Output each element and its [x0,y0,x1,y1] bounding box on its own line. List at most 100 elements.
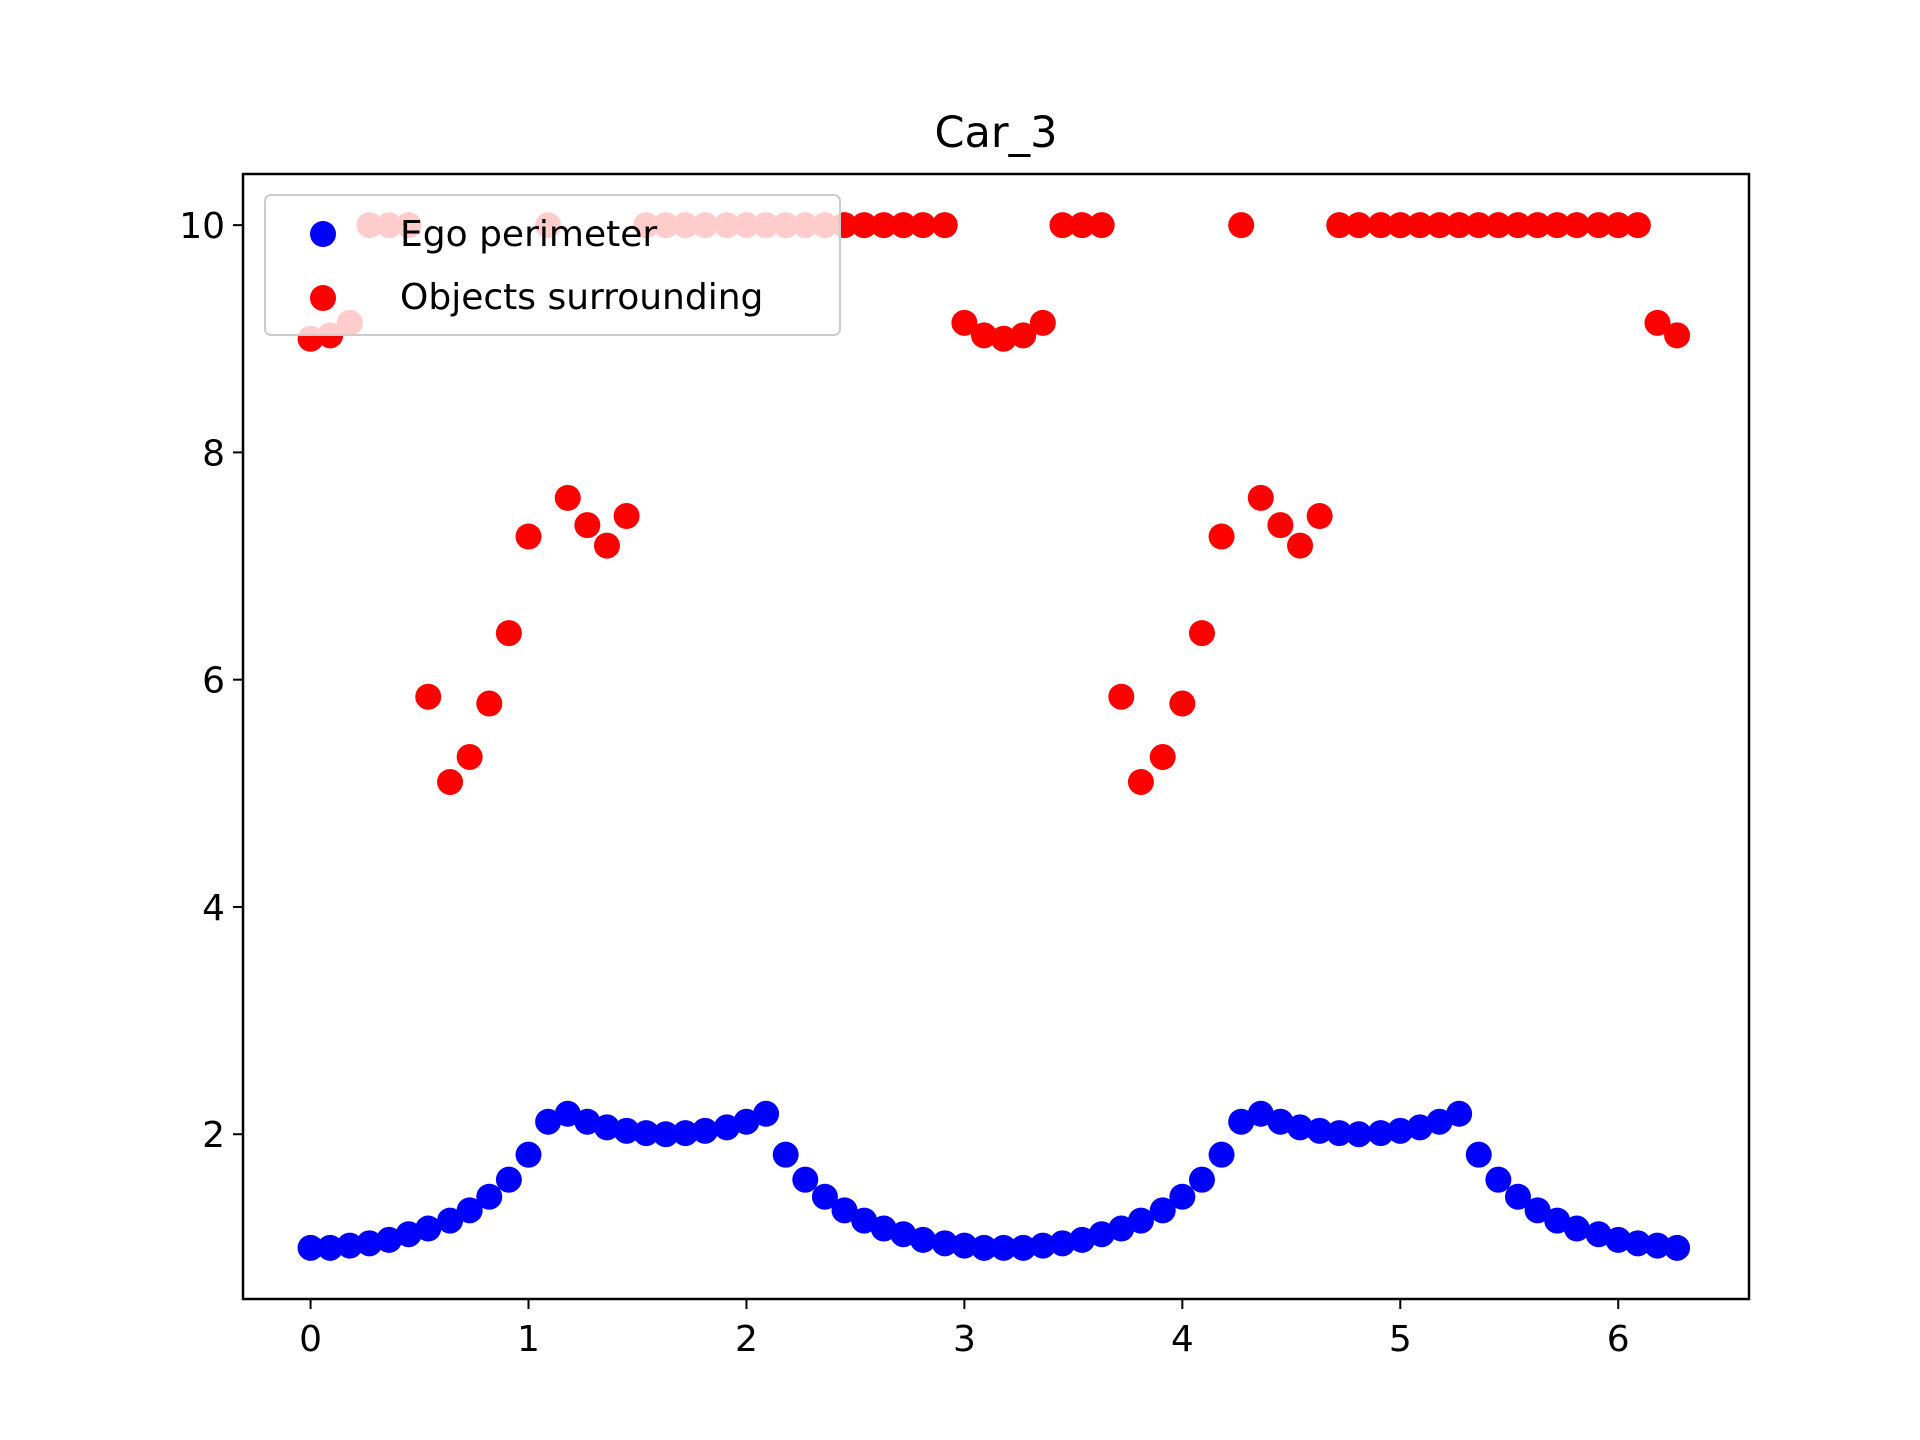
x-tick-label: 5 [1389,1319,1412,1360]
objects-surrounding-point [574,512,601,539]
ego-perimeter-point [792,1166,819,1193]
ego-perimeter-point [1108,1215,1135,1242]
objects-surrounding-point [1387,212,1414,239]
objects-surrounding-point [1367,212,1394,239]
series-ego-perimeter [297,1100,1691,1261]
x-tick-label: 3 [953,1319,976,1360]
legend-label-ego-perimeter: Ego perimeter [400,214,657,255]
ego-perimeter-point [297,1234,324,1261]
ego-perimeter-point [1326,1120,1353,1147]
ego-perimeter-point [1605,1226,1632,1253]
objects-surrounding-point [515,523,542,550]
ego-perimeter-point [1247,1100,1274,1127]
ego-perimeter-point [1563,1215,1590,1242]
objects-surrounding-point [1247,484,1274,511]
ego-perimeter-point [456,1197,483,1224]
legend: Ego perimeter Objects surrounding [264,194,841,336]
ego-perimeter-point [990,1234,1017,1261]
ego-perimeter-point [1010,1234,1037,1261]
ego-perimeter-point [356,1230,383,1257]
ego-perimeter-point [1208,1141,1235,1168]
ego-perimeter-point [890,1221,917,1248]
objects-surrounding-point [951,309,978,336]
objects-surrounding-point [1208,523,1235,550]
objects-surrounding-point [554,484,581,511]
ego-perimeter-point [1149,1197,1176,1224]
ego-perimeter-point [1504,1183,1531,1210]
objects-surrounding-point [1485,212,1512,239]
ego-perimeter-point [495,1166,522,1193]
ego-perimeter-point [1287,1114,1314,1141]
ego-perimeter-point [317,1234,344,1261]
objects-surrounding-point [1088,212,1115,239]
ego-perimeter-point [1544,1207,1571,1234]
ego-perimeter-point [415,1215,442,1242]
ego-perimeter-point [1169,1183,1196,1210]
y-tick-label: 4 [202,888,225,929]
ego-perimeter-point [613,1117,640,1144]
ego-perimeter-point [1049,1230,1076,1257]
objects-surrounding-point [890,212,917,239]
objects-surrounding-point [1524,212,1551,239]
ego-perimeter-point [554,1100,581,1127]
objects-surrounding-point [1605,212,1632,239]
ego-perimeter-point [672,1120,699,1147]
objects-surrounding-point [1544,212,1571,239]
objects-surrounding-point [1267,512,1294,539]
ego-perimeter-point [1485,1166,1512,1193]
objects-surrounding-point [495,620,522,647]
objects-surrounding-point [1029,309,1056,336]
ego-perimeter-point [851,1207,878,1234]
axis-ticks: 0 1 2 3 4 5 6 2 4 6 8 10 [179,206,1629,1360]
ego-perimeter-point [1127,1207,1154,1234]
objects-surrounding-point [1664,322,1691,349]
objects-surrounding-point [1624,212,1651,239]
objects-surrounding-point [1188,620,1215,647]
ego-perimeter-point [733,1108,760,1135]
objects-surrounding-point [593,532,620,559]
objects-surrounding-point [971,322,998,349]
objects-surrounding-point [1306,503,1333,530]
ego-perimeter-point [931,1230,958,1257]
ego-perimeter-point [951,1232,978,1259]
ego-perimeter-point [1664,1234,1691,1261]
chart-title: Car_3 [935,108,1058,158]
objects-surrounding-point [1504,212,1531,239]
ego-perimeter-point [713,1114,740,1141]
ego-perimeter-point [909,1226,936,1253]
objects-surrounding-point [1446,212,1473,239]
legend-marker-ego-perimeter [310,221,336,247]
ego-perimeter-point [395,1221,422,1248]
x-tick-label: 6 [1607,1319,1630,1360]
ego-perimeter-point [1088,1221,1115,1248]
objects-surrounding-point [1127,768,1154,795]
legend-marker-objects-surrounding [310,285,336,311]
ego-perimeter-point [870,1215,897,1242]
ego-perimeter-point [772,1141,799,1168]
y-tick-label: 8 [202,433,225,474]
objects-surrounding-point [1426,212,1453,239]
objects-surrounding-point [1069,212,1096,239]
ego-perimeter-point [1367,1120,1394,1147]
ego-perimeter-point [831,1197,858,1224]
objects-surrounding-point [1228,212,1255,239]
legend-box [264,194,841,336]
ego-perimeter-point [1446,1100,1473,1127]
ego-perimeter-point [1406,1114,1433,1141]
ego-perimeter-point [1267,1108,1294,1135]
objects-surrounding-point [1326,212,1353,239]
objects-surrounding-point [1345,212,1372,239]
y-tick-label: 6 [202,661,225,702]
y-tick-label: 10 [179,206,225,247]
ego-perimeter-point [336,1232,363,1259]
ego-perimeter-point [1228,1108,1255,1135]
ego-perimeter-point [1029,1232,1056,1259]
objects-surrounding-point [990,325,1017,352]
plot-area-frame [241,172,1751,1301]
objects-surrounding-point [1149,743,1176,770]
objects-surrounding-point [456,743,483,770]
ego-perimeter-point [476,1183,503,1210]
ego-perimeter-point [1524,1197,1551,1224]
ego-perimeter-point [1387,1117,1414,1144]
